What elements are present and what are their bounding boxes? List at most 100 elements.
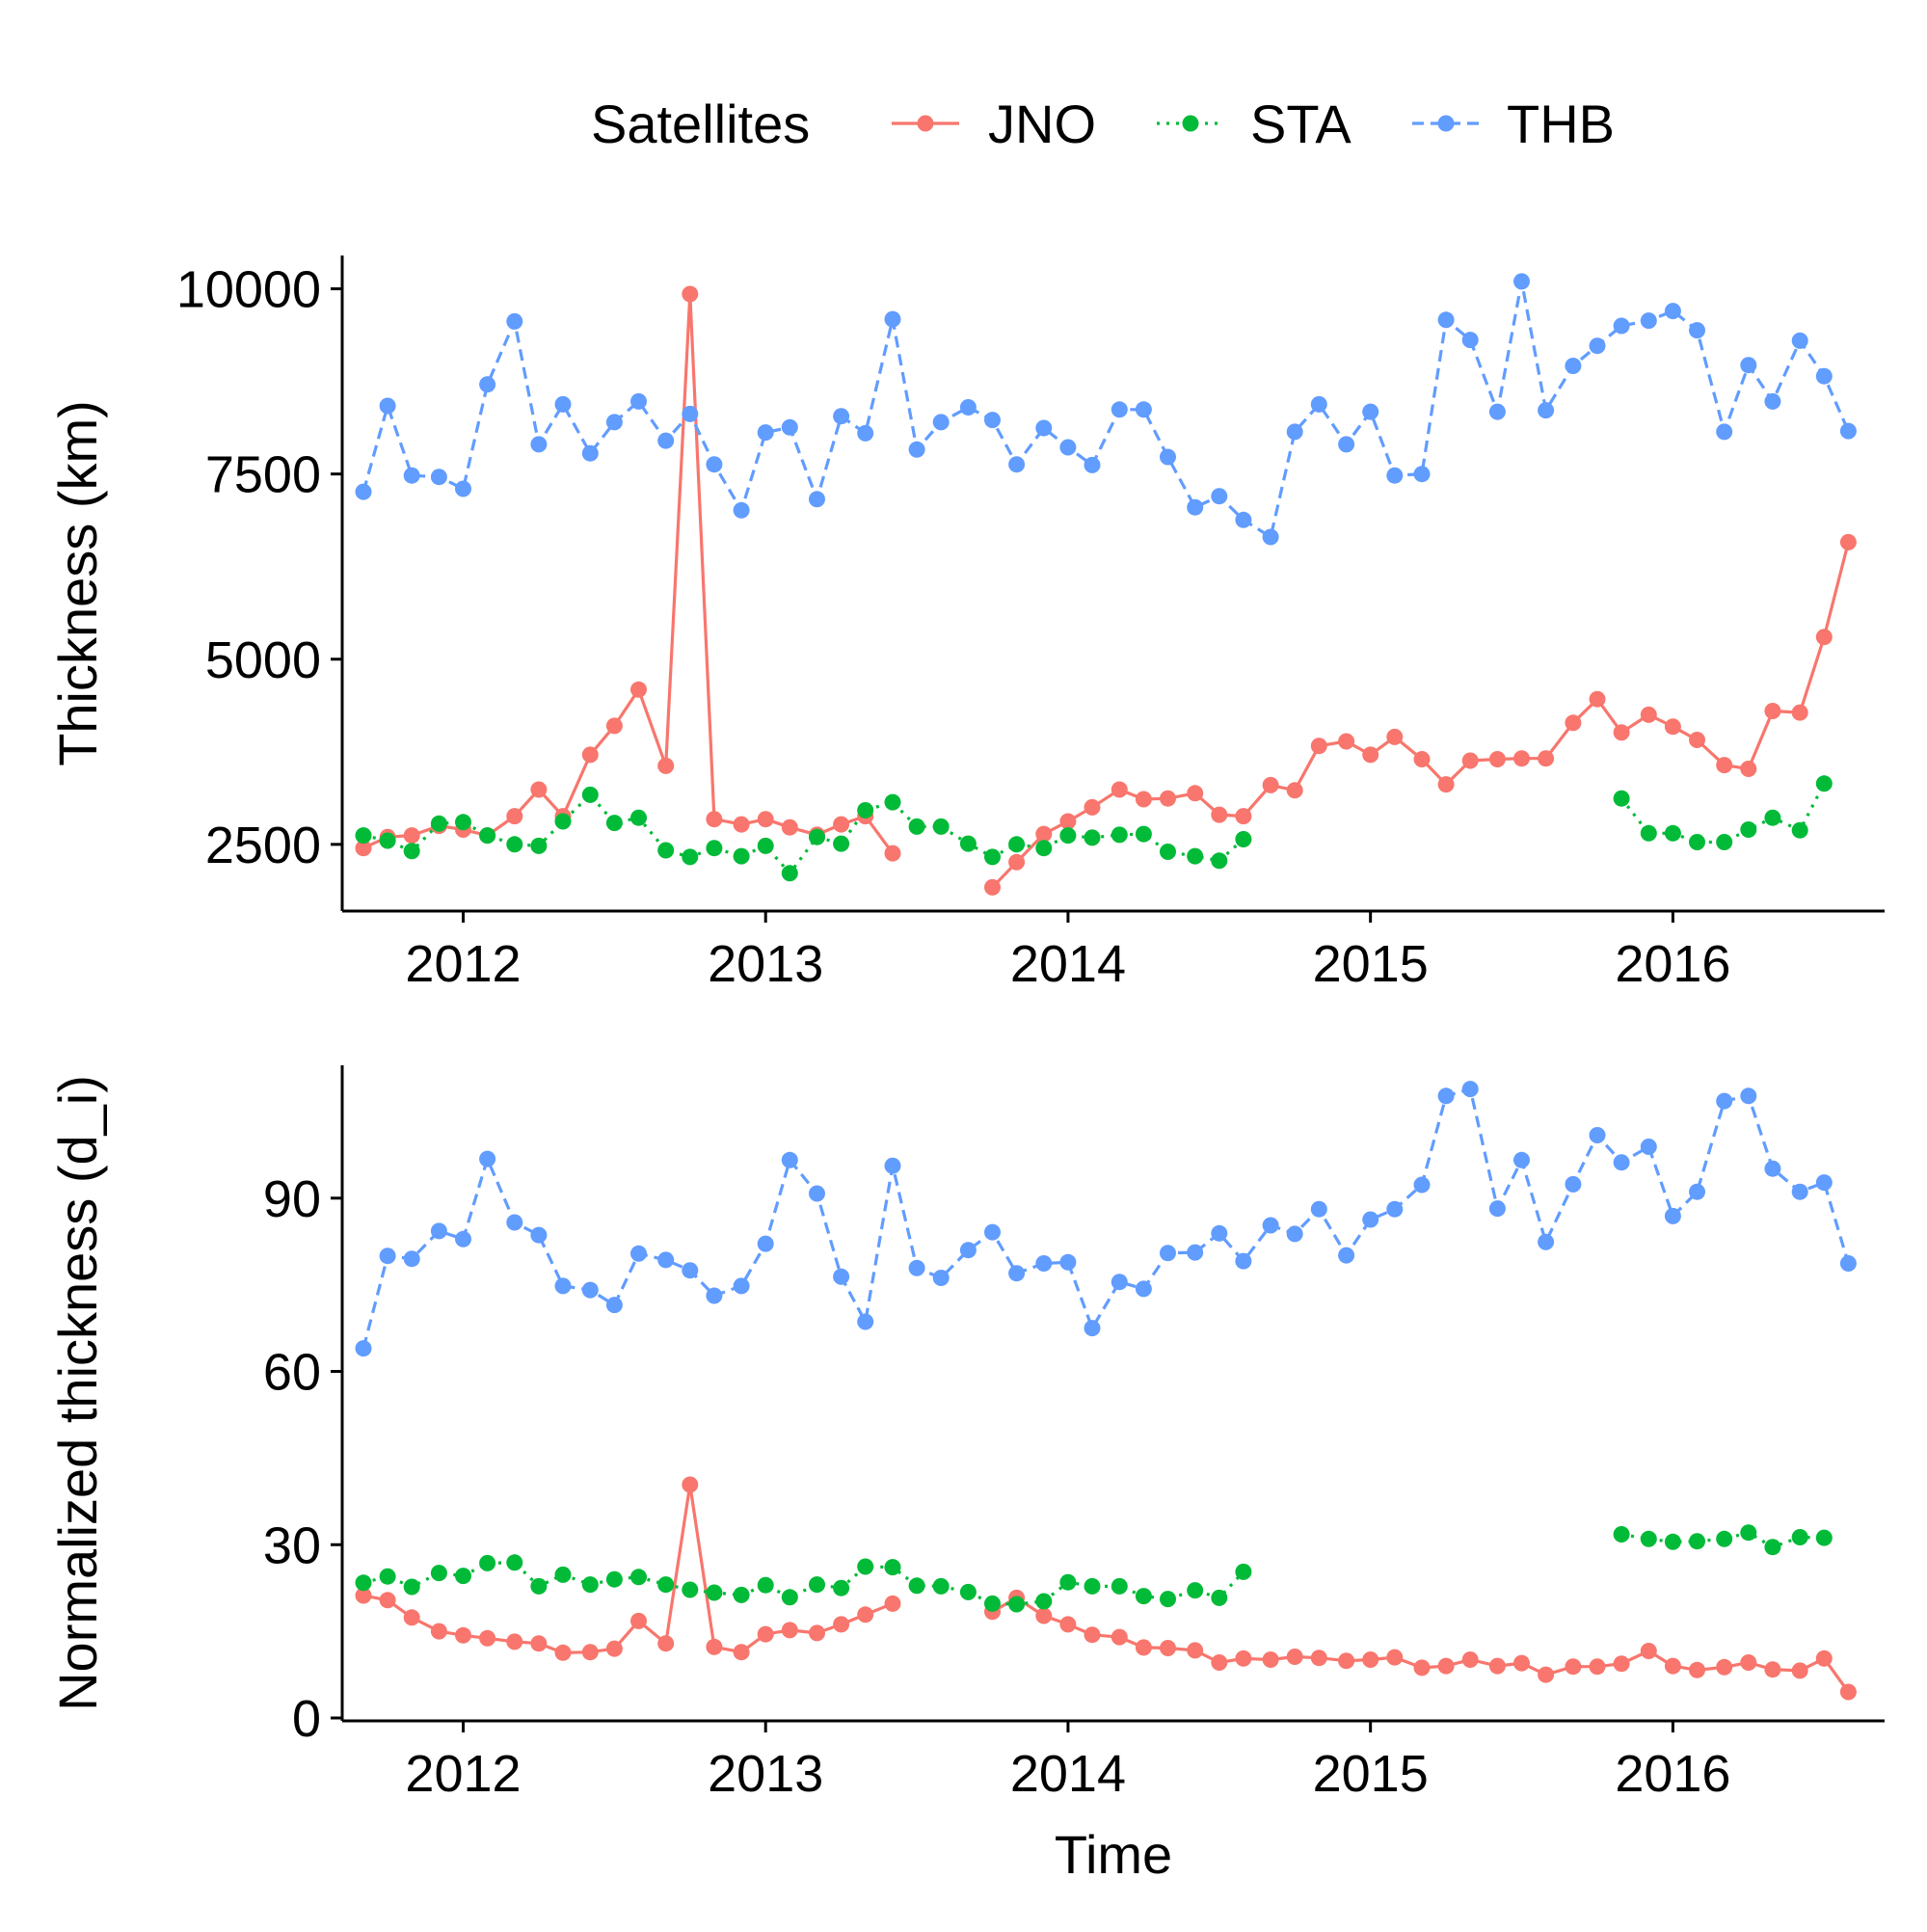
data-point-sta	[1160, 1591, 1176, 1608]
data-point-thb	[733, 1277, 750, 1295]
data-point-thb	[1716, 1092, 1733, 1110]
data-point-jno	[809, 1624, 825, 1642]
legend-label: THB	[1507, 94, 1615, 154]
data-point-thb	[1135, 401, 1152, 418]
data-point-thb	[1235, 1252, 1252, 1270]
data-point-jno	[1211, 806, 1228, 823]
data-point-sta	[630, 1569, 647, 1586]
x-tick-label: 2014	[1010, 935, 1126, 993]
data-point-jno	[1111, 781, 1128, 798]
data-point-jno	[1664, 718, 1681, 736]
data-point-thb	[809, 1185, 825, 1202]
data-point-sta	[833, 1579, 850, 1597]
data-point-sta	[1235, 831, 1252, 847]
data-point-thb	[1135, 1280, 1152, 1298]
data-point-jno	[1565, 714, 1582, 732]
series-line-sta	[1619, 783, 1826, 845]
data-point-thb	[506, 312, 523, 330]
data-point-thb	[430, 469, 447, 486]
data-point-thb	[1815, 367, 1833, 385]
data-point-jno	[1084, 1626, 1101, 1644]
data-point-jno	[355, 840, 372, 857]
data-point-jno	[581, 1644, 599, 1661]
y-tick-label: 0	[292, 1690, 321, 1748]
bottom-panel-normalized-thickness: 0 30 60 90 2012 2013 2014 2015 2016 Normalized th…	[47, 1065, 1885, 1885]
data-point-jno	[1187, 785, 1204, 802]
data-point-thb	[1286, 423, 1303, 441]
data-point-jno	[1035, 825, 1053, 843]
data-point-thb	[908, 441, 925, 458]
data-point-thb	[1839, 1255, 1857, 1272]
data-point-thb	[959, 1242, 977, 1259]
data-point-sta	[1160, 844, 1176, 860]
data-point-jno	[733, 816, 750, 833]
series-line-thb	[361, 1087, 1850, 1350]
data-point-thb	[1791, 1183, 1808, 1200]
data-point-thb	[479, 1150, 496, 1167]
data-point-thb	[1640, 1139, 1657, 1155]
data-point-jno	[1135, 1639, 1152, 1656]
data-point-thb	[1338, 436, 1355, 453]
data-point-thb	[682, 1262, 699, 1279]
data-point-sta	[781, 865, 798, 882]
data-point-thb	[1386, 467, 1404, 484]
data-point-sta	[1111, 826, 1128, 844]
data-point-jno	[857, 1606, 874, 1623]
data-point-sta	[657, 842, 675, 859]
data-point-jno	[733, 1644, 750, 1661]
data-point-thb	[959, 399, 977, 416]
data-point-thb	[1437, 1087, 1455, 1105]
data-point-thb	[1513, 1151, 1530, 1168]
data-point-jno	[1338, 733, 1355, 750]
data-point-thb	[1740, 357, 1757, 374]
data-point-jno	[1362, 1651, 1379, 1668]
data-point-sta	[506, 836, 523, 853]
data-point-sta	[932, 1577, 950, 1595]
data-point-thb	[1262, 528, 1279, 546]
data-point-thb	[355, 483, 372, 500]
data-point-jno	[1362, 746, 1379, 764]
data-point-sta	[581, 786, 599, 803]
y-axis-title: Thickness (km)	[47, 400, 108, 766]
data-point-sta	[1187, 1582, 1204, 1599]
data-point-sta	[1640, 1530, 1657, 1547]
data-point-jno	[657, 757, 675, 774]
data-point-sta	[1187, 847, 1204, 865]
y-tick-label: 90	[263, 1170, 321, 1228]
data-point-sta	[809, 828, 825, 845]
data-point-sta	[403, 843, 420, 860]
data-point-jno	[1513, 1654, 1530, 1672]
data-point-thb	[1008, 456, 1026, 473]
data-point-thb	[1839, 422, 1857, 440]
legend-label: JNO	[988, 94, 1096, 154]
data-point-thb	[984, 1223, 1001, 1241]
data-point-jno	[1565, 1658, 1582, 1676]
data-point-thb	[1488, 1200, 1506, 1218]
data-point-jno	[455, 1626, 471, 1644]
data-point-jno	[530, 781, 548, 798]
data-point-sta	[1111, 1577, 1128, 1595]
data-point-thb	[1008, 1265, 1026, 1282]
data-point-thb	[1764, 392, 1781, 410]
data-point-thb	[757, 1235, 774, 1252]
data-point-thb	[630, 392, 647, 410]
data-point-jno	[554, 1644, 572, 1661]
data-point-thb	[1613, 317, 1630, 335]
data-point-thb	[1413, 1176, 1431, 1194]
data-point-sta	[355, 1574, 372, 1592]
data-point-thb	[1160, 448, 1176, 466]
data-point-jno	[1059, 813, 1077, 830]
series-sta	[355, 1524, 1833, 1613]
data-point-sta	[733, 847, 750, 865]
data-point-jno	[833, 1616, 850, 1633]
data-point-jno	[781, 818, 798, 836]
data-point-thb	[1437, 311, 1455, 329]
data-point-sta	[908, 1577, 925, 1595]
data-point-sta	[479, 1554, 496, 1571]
data-point-thb	[833, 1268, 850, 1285]
data-point-jno	[1689, 1661, 1705, 1678]
data-point-jno	[1008, 853, 1026, 871]
data-point-jno	[1160, 790, 1176, 807]
